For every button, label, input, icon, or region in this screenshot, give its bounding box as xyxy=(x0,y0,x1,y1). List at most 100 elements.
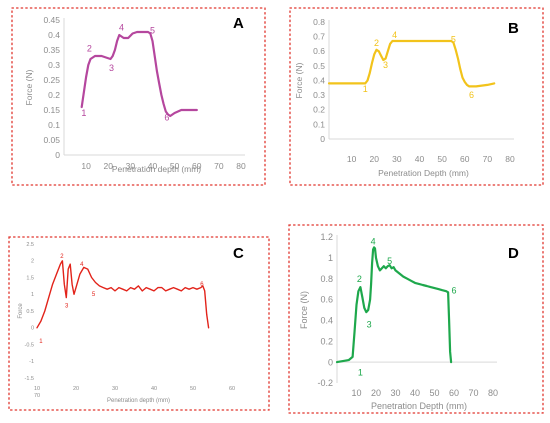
y-tick-label-b: 0.1 xyxy=(313,119,325,129)
y-tick-label-a: 0.15 xyxy=(43,105,60,115)
x-tick-label-b: 50 xyxy=(437,154,447,164)
panel-letter-d: D xyxy=(508,245,519,262)
x-tick-label-c: 10 xyxy=(34,386,40,392)
x-tick-label-b: 70 xyxy=(483,154,493,164)
y-tick-label-b: 0 xyxy=(320,134,325,144)
y-tick-label-b: 0.7 xyxy=(313,32,325,42)
point-label-a-1: 1 xyxy=(81,108,86,118)
x-tick-label-d: 20 xyxy=(371,388,381,398)
y-tick-label-c: 0.5 xyxy=(26,309,34,315)
y-tick-label-b: 0.4 xyxy=(313,75,325,85)
x-tick-label-extra-c: 70 xyxy=(34,393,40,399)
y-tick-label-d: 0.2 xyxy=(320,336,333,346)
series-line-d xyxy=(335,246,453,364)
y-axis-title-a: Force (N) xyxy=(24,69,34,105)
x-tick-label-a: 70 xyxy=(214,161,224,171)
y-tick-label-a: 0.2 xyxy=(48,90,60,100)
chart-panel-a: 0 0.05 0.1 0.15 0.2 0.25 0.3 0.35 0.4 0.45 10 20 30 4… xyxy=(24,15,246,174)
x-axis-title-d: Penetration Depth (mm) xyxy=(371,401,467,411)
x-tick-label-a: 40 xyxy=(148,161,158,171)
point-label-a-3: 3 xyxy=(109,63,114,73)
chart-panel-c: -1.5 -1 -0.5 0 0.5 1 1.5 2 2.5 10 20 30 40 50 60 70 Pene… xyxy=(18,242,235,404)
panel-b-frame xyxy=(289,7,544,186)
y-tick-label-a: 0 xyxy=(55,150,60,160)
point-label-a-6: 6 xyxy=(164,113,169,123)
y-tick-label-c: 1 xyxy=(31,292,34,298)
x-tick-label-a: 20 xyxy=(104,161,114,171)
x-tick-label-c: 30 xyxy=(112,386,118,392)
chart-panel-b: 0 0.1 0.2 0.3 0.4 0.5 0.6 0.7 0.8 10 20 30 40 50 60 70 8… xyxy=(294,17,515,178)
x-tick-label-d: 70 xyxy=(468,388,478,398)
y-tick-label-c: 1.5 xyxy=(26,275,34,281)
point-label-b-4: 4 xyxy=(392,30,397,40)
point-label-b-6: 6 xyxy=(469,90,474,100)
y-tick-label-d: 1 xyxy=(328,253,333,263)
x-tick-label-c: 20 xyxy=(73,386,79,392)
x-tick-label-a: 50 xyxy=(170,161,180,171)
x-axis-title-b: Penetration Depth (mm) xyxy=(378,168,469,178)
y-tick-label-a: 0.05 xyxy=(43,135,60,145)
y-tick-label-d: 0.8 xyxy=(320,274,333,284)
point-label-a-4: 4 xyxy=(119,23,124,33)
y-tick-label-b: 0.6 xyxy=(313,46,325,56)
point-label-a-5: 5 xyxy=(150,26,155,36)
x-tick-label-c: 50 xyxy=(190,386,196,392)
y-axis-title-d: Force (N) xyxy=(299,291,309,329)
x-tick-label-c: 40 xyxy=(151,386,157,392)
point-label-d-6: 6 xyxy=(451,285,456,295)
x-tick-label-b: 30 xyxy=(392,154,402,164)
y-tick-label-c: 2 xyxy=(31,259,34,265)
y-tick-label-d: 0 xyxy=(328,357,333,367)
panel-letter-b: B xyxy=(508,20,519,37)
x-tick-label-a: 10 xyxy=(81,161,91,171)
y-tick-label-c: 0 xyxy=(31,326,34,332)
x-tick-label-d: 40 xyxy=(410,388,420,398)
panel-letter-c: C xyxy=(233,245,244,262)
point-label-c-6: 6 xyxy=(200,282,204,288)
y-tick-label-a: 0.45 xyxy=(43,15,60,25)
x-tick-label-b: 80 xyxy=(505,154,515,164)
y-tick-label-d: 0.4 xyxy=(320,316,333,326)
x-tick-label-a: 30 xyxy=(126,161,136,171)
point-label-d-5: 5 xyxy=(387,256,392,266)
x-tick-label-a: 80 xyxy=(236,161,246,171)
x-tick-label-d: 60 xyxy=(449,388,459,398)
panel-c-frame xyxy=(8,236,270,411)
point-label-b-2: 2 xyxy=(374,38,379,48)
y-tick-label-c: -1 xyxy=(29,359,34,365)
y-tick-label-a: 0.4 xyxy=(48,30,60,40)
point-label-d-2: 2 xyxy=(357,274,362,284)
point-label-c-1: 1 xyxy=(39,339,43,345)
x-tick-label-b: 60 xyxy=(460,154,470,164)
point-label-d-4: 4 xyxy=(371,236,376,246)
point-label-b-5: 5 xyxy=(451,34,456,44)
y-tick-label-a: 0.35 xyxy=(43,45,60,55)
panel-letter-a: A xyxy=(233,15,244,32)
series-line-a xyxy=(80,30,198,118)
x-tick-label-d: 10 xyxy=(351,388,361,398)
point-label-c-3: 3 xyxy=(65,304,69,310)
series-line-b xyxy=(327,39,496,88)
x-axis-title-a: Penetration depth (mm) xyxy=(112,164,201,174)
point-label-c-5: 5 xyxy=(92,292,96,298)
y-tick-label-b: 0.8 xyxy=(313,17,325,27)
y-tick-label-c: 2.5 xyxy=(26,242,34,248)
chart-panel-d: -0.2 0 0.2 0.4 0.6 0.8 1 1.2 10 20 30 40 50 60 70 80 Pen… xyxy=(299,232,498,411)
y-tick-label-a: 0.25 xyxy=(43,75,60,85)
y-tick-label-b: 0.5 xyxy=(313,61,325,71)
x-tick-label-a: 60 xyxy=(192,161,202,171)
y-tick-label-a: 0.3 xyxy=(48,60,60,70)
x-tick-label-b: 10 xyxy=(347,154,357,164)
point-label-b-3: 3 xyxy=(383,60,388,70)
y-tick-label-b: 0.3 xyxy=(313,90,325,100)
point-label-a-2: 2 xyxy=(87,44,92,54)
series-line-c xyxy=(36,260,210,329)
y-tick-label-c: -0.5 xyxy=(25,342,34,348)
x-tick-label-d: 80 xyxy=(488,388,498,398)
x-tick-label-b: 40 xyxy=(415,154,425,164)
y-tick-label-a: 0.1 xyxy=(48,120,60,130)
y-tick-label-d: -0.2 xyxy=(317,378,333,388)
point-label-d-3: 3 xyxy=(367,320,372,330)
panel-a-frame xyxy=(11,7,266,186)
point-label-b-1: 1 xyxy=(363,84,368,94)
